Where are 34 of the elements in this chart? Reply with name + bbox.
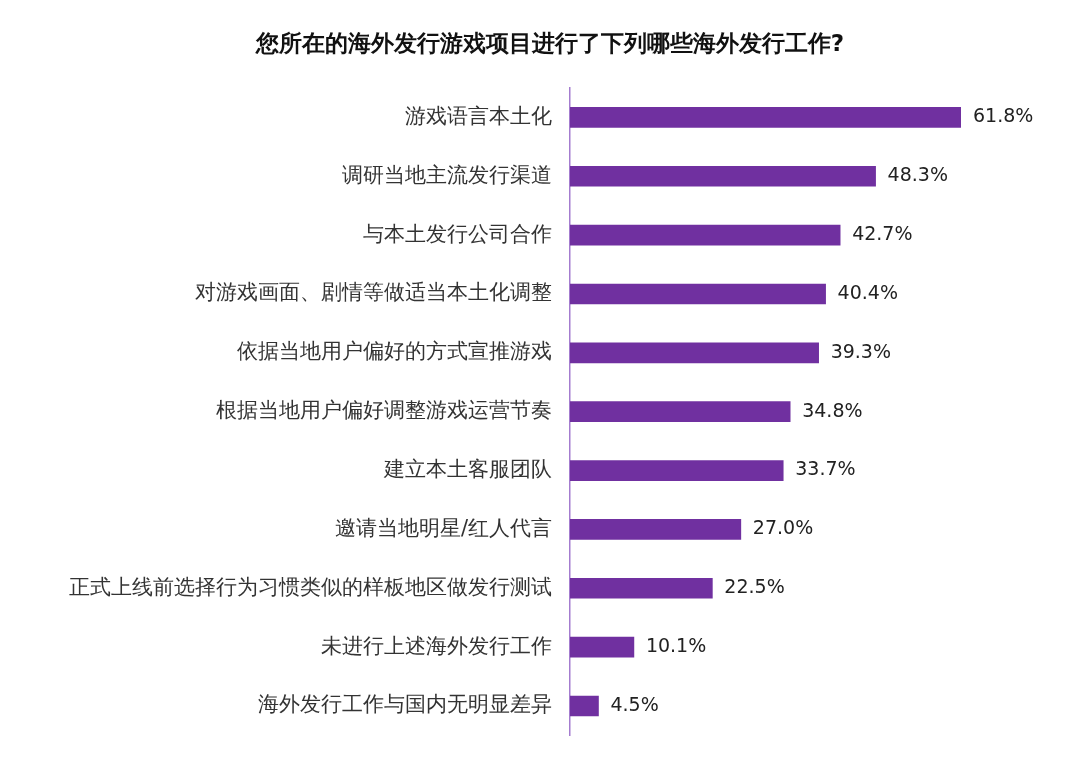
data-label: 34.8% xyxy=(802,398,863,421)
bar xyxy=(570,519,742,540)
chart-title: 您所在的海外发行游戏项目进行了下列哪些海外发行工作? xyxy=(254,29,845,56)
y-tick-label: 依据当地用户偏好的方式宣推游戏 xyxy=(237,339,552,364)
bar xyxy=(570,342,819,364)
bar xyxy=(570,165,876,187)
y-tick-label: 游戏语言本土化 xyxy=(405,103,552,128)
bar xyxy=(570,695,599,717)
bar xyxy=(570,460,784,481)
data-label: 33.7% xyxy=(795,457,856,480)
data-label: 42.7% xyxy=(852,222,913,245)
bar xyxy=(570,636,635,658)
bar xyxy=(570,224,841,246)
data-label: 39.3% xyxy=(830,339,892,362)
bar xyxy=(570,577,713,599)
data-label: 61.8% xyxy=(973,104,1034,127)
bar xyxy=(570,401,791,423)
data-label: 40.4% xyxy=(837,280,898,303)
data-label: 10.1% xyxy=(645,634,707,657)
y-tick-label: 海外发行工作与国内无明显差异 xyxy=(258,692,552,717)
bar xyxy=(570,107,961,128)
data-label: 4.5% xyxy=(610,692,659,715)
data-label: 22.5% xyxy=(724,575,785,598)
y-tick-label: 根据当地用户偏好调整游戏运营节奏 xyxy=(216,398,552,423)
y-tick-label: 对游戏画面、剧情等做适当本土化调整 xyxy=(195,280,552,305)
data-label: 48.3% xyxy=(887,163,948,186)
y-tick-label: 正式上线前选择行为习惯类似的样板地区做发行测试 xyxy=(69,574,552,599)
y-tick-label: 邀请当地明星/红人代言 xyxy=(334,515,552,540)
y-tick-label: 与本土发行公司合作 xyxy=(363,221,552,246)
y-tick-label: 建立本土客服团队 xyxy=(383,457,552,482)
data-label: 27.0% xyxy=(752,516,814,539)
y-tick-label: 调研当地主流发行渠道 xyxy=(342,162,552,187)
y-tick-label: 未进行上述海外发行工作 xyxy=(321,633,552,658)
bar xyxy=(570,283,826,305)
